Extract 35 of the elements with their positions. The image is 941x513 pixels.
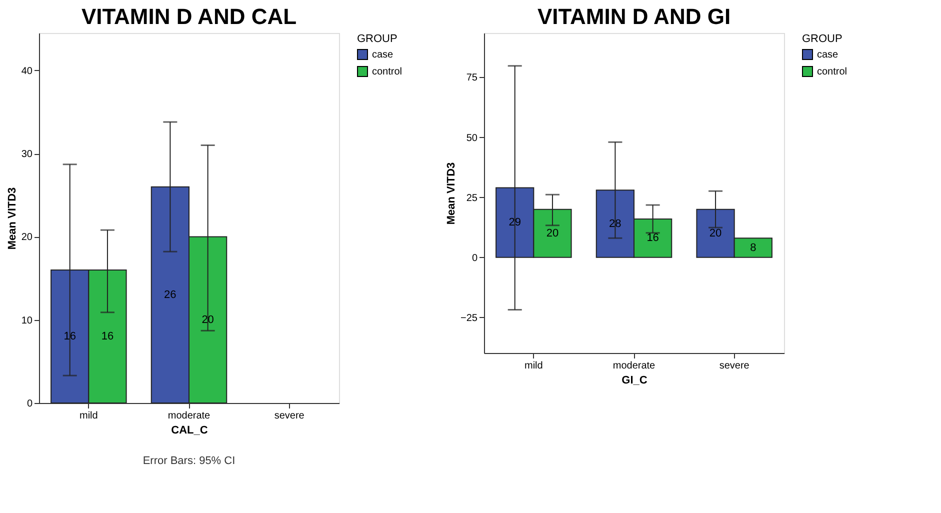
y-axis-title: Mean VITD3 — [446, 162, 458, 225]
y-tick-label: 30 — [21, 149, 33, 160]
x-axis-title: GI_C — [622, 374, 648, 386]
legend-label: case — [817, 50, 839, 60]
data-label: 16 — [101, 330, 114, 342]
x-tick-label: moderate — [168, 410, 211, 422]
x-tick-label: severe — [274, 410, 305, 422]
y-tick-label: 20 — [21, 232, 33, 244]
x-tick-label: severe — [719, 360, 750, 372]
y-tick-label: 25 — [466, 192, 478, 204]
y-tick-label: 10 — [21, 315, 33, 326]
y-axis-title: Mean VITD3 — [6, 187, 18, 250]
data-label: 8 — [750, 242, 756, 254]
data-label: 20 — [546, 227, 559, 240]
legend-title: GROUP — [357, 33, 398, 45]
data-label: 20 — [709, 227, 722, 240]
y-tick-label: 50 — [466, 132, 478, 144]
chart-title: VITAMIN D AND GI — [537, 4, 731, 29]
y-tick-label: 40 — [21, 66, 33, 77]
legend-title: GROUP — [802, 33, 842, 45]
x-axis-title: CAL_C — [171, 424, 208, 436]
data-label: 26 — [164, 288, 176, 301]
x-tick-label: mild — [524, 360, 543, 372]
legend-label: control — [817, 66, 848, 78]
y-tick-label: 75 — [466, 72, 478, 84]
x-tick-label: mild — [79, 410, 98, 422]
legend-label: case — [372, 50, 394, 60]
data-label: 16 — [646, 232, 659, 244]
y-tick-label: 0 — [472, 252, 478, 264]
y-tick-label: −25 — [460, 312, 478, 324]
legend-label: control — [372, 66, 402, 78]
text: Error Bars: 95% CI — [142, 455, 236, 467]
chart-title: VITAMIN D AND CAL — [81, 4, 297, 29]
y-tick-label: 0 — [26, 398, 33, 410]
x-tick-label: moderate — [612, 360, 656, 372]
